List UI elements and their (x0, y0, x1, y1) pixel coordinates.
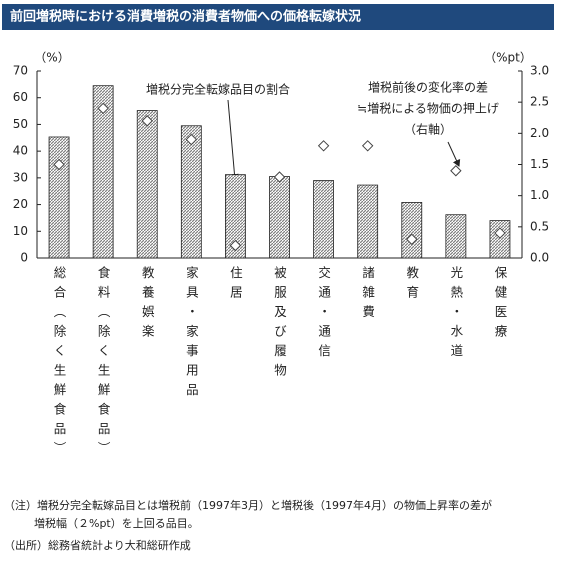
y2-tick-label: 3.0 (530, 64, 549, 78)
bar (489, 220, 511, 259)
note: 増税幅（２%pt）を上回る品目。 (34, 516, 199, 530)
bar (180, 125, 202, 259)
bar (48, 136, 70, 259)
diamond-marker (229, 239, 242, 252)
x-tick-label: 被服及び履物 (272, 266, 287, 383)
diamond-marker (361, 140, 374, 152)
bar (401, 202, 423, 259)
x-tick-label: 諸雑費 (360, 265, 375, 325)
diamond-marker (273, 171, 286, 183)
bar (225, 174, 246, 259)
x-tick-label: 住居 (228, 266, 243, 305)
y2-tick-label: 0.0 (530, 251, 549, 265)
annotation: 増税分完全転嫁品目の割合 (146, 82, 290, 97)
bar (313, 180, 334, 259)
y2-tick-label: 1.5 (530, 157, 549, 171)
x-tick-label: 光熱・水道 (448, 266, 463, 364)
y-tick-label: 60 (13, 90, 28, 104)
note: （注）増税分完全転嫁品目とは増税前（1997年3月）と増税後（1997年4月）の… (4, 498, 492, 512)
x-tick-label: 保健医療 (492, 266, 507, 344)
diamond-marker (185, 133, 198, 146)
x-tick-label: 食料（除く生鮮食品） (96, 265, 111, 461)
y-axis-label: （%） (34, 51, 69, 65)
title-banner (2, 4, 554, 30)
x-tick-label: 交通・通信 (316, 265, 331, 364)
y-tick-label: 40 (13, 144, 28, 158)
bar (445, 214, 467, 259)
annotation: （右軸） (404, 122, 452, 137)
diamond-marker (97, 102, 109, 115)
y-tick-label: 0 (20, 251, 28, 265)
y2-tick-label: 2.5 (530, 95, 549, 109)
y-tick-label: 10 (13, 224, 28, 238)
diamond-marker (494, 227, 506, 239)
y-tick-label: 30 (13, 170, 28, 184)
diamond-marker (317, 140, 330, 152)
x-tick-label: 家具・家事用品 (184, 265, 199, 403)
bar (269, 176, 290, 259)
diamond-marker (450, 165, 462, 177)
bar (136, 110, 158, 259)
diamond-marker (53, 158, 65, 171)
y2-tick-label: 2.0 (530, 126, 549, 140)
y-tick-label: 20 (13, 197, 28, 211)
bar (357, 184, 379, 259)
diamond-marker (406, 233, 418, 246)
y-tick-label: 70 (13, 64, 28, 78)
bar (92, 85, 114, 259)
x-tick-label: 総合（除く生鮮食品） (52, 266, 67, 461)
y2-tick-label: 0.5 (530, 219, 549, 233)
annotation: ≒増税による物価の押上げ (357, 102, 499, 116)
y-tick-label: 50 (13, 117, 28, 131)
y2-axis-label: （%pt） (484, 51, 532, 65)
annotation: 増税前後の変化率の差 (368, 80, 488, 95)
annotation-arrow (447, 141, 461, 167)
chart-title: 前回増税時における消費増税の消費者物価への価格転嫁状況 (10, 9, 361, 25)
x-tick-label: 教育 (404, 265, 419, 305)
note: （出所）総務省統計より大和総研作成 (4, 538, 191, 552)
diamond-marker (141, 115, 153, 127)
x-tick-label: 教養娯楽 (140, 265, 155, 344)
y2-tick-label: 1.0 (530, 188, 549, 202)
annotation-arrow (227, 99, 239, 181)
